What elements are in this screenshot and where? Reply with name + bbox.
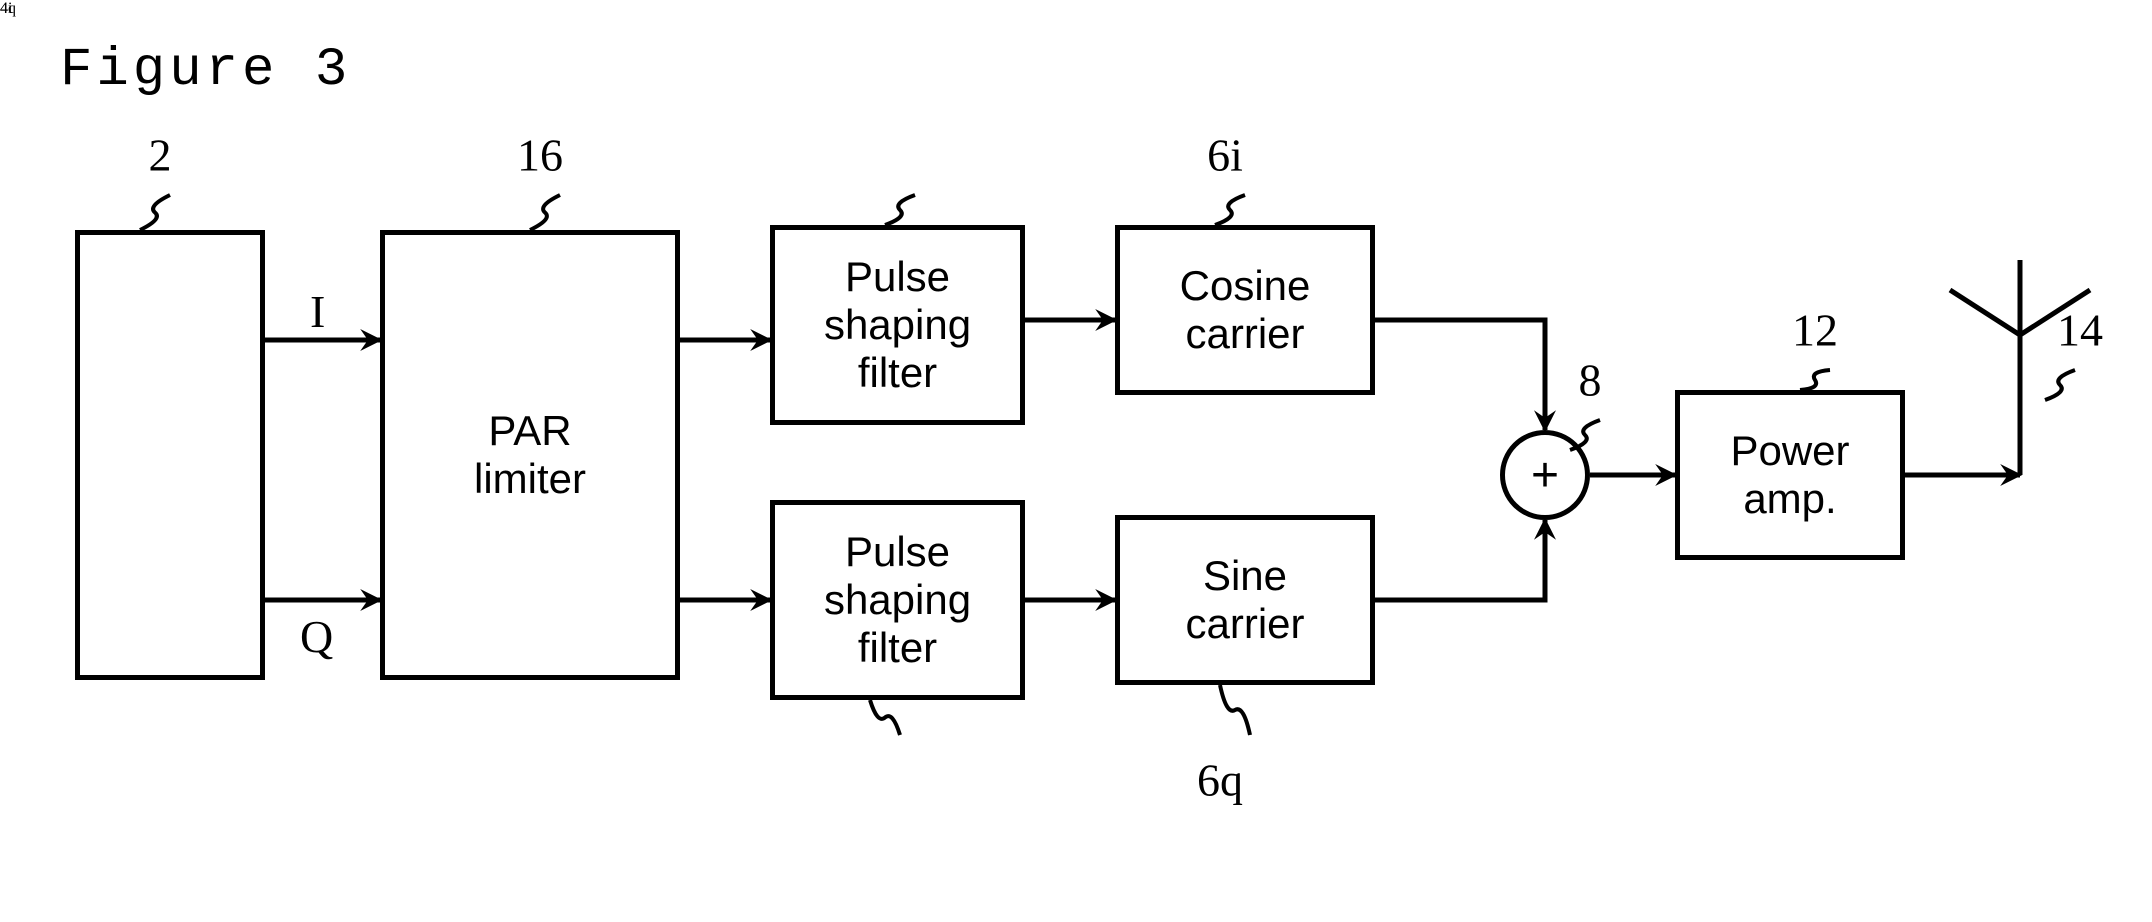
block-par-limiter: PARlimiter: [380, 230, 680, 680]
antenna-arm-left: [1950, 290, 2020, 335]
ref-psf-q: 4q: [0, 0, 16, 18]
block-psf-q-label: Pulseshapingfilter: [824, 528, 971, 673]
ref-source: 2: [149, 129, 172, 182]
block-summer-label: +: [1531, 448, 1559, 503]
label-I: I: [310, 285, 325, 338]
block-sin-label: Sinecarrier: [1185, 552, 1304, 649]
ref-leader-antenna: [2045, 370, 2075, 400]
edge-sin-sum: [1375, 520, 1545, 600]
block-power-amp: Poweramp.: [1675, 390, 1905, 560]
block-cosine-carrier: Cosinecarrier: [1115, 225, 1375, 395]
edge-cos-sum: [1375, 320, 1545, 430]
ref-par: 16: [517, 129, 563, 182]
block-source: [75, 230, 265, 680]
ref-pa: 12: [1792, 304, 1838, 357]
ref-sum: 8: [1579, 354, 1602, 407]
diagram-canvas: Figure 3 PARlimiter Pulseshapingfilter P…: [0, 0, 2152, 922]
ref-leader-psf_i: [885, 195, 915, 225]
ref-leader-sin: [1220, 685, 1250, 735]
figure-title: Figure 3: [60, 40, 351, 101]
ref-leader-source: [140, 195, 170, 230]
ref-antenna: 14: [2057, 304, 2103, 357]
ref-cos: 6i: [1207, 129, 1243, 182]
block-psf-i-label: Pulseshapingfilter: [824, 253, 971, 398]
ref-leader-par: [530, 195, 560, 230]
ref-leader-pa: [1800, 370, 1830, 390]
ref-leader-psf_q: [870, 700, 900, 735]
block-cos-label: Cosinecarrier: [1180, 262, 1311, 359]
block-summer: +: [1500, 430, 1590, 520]
ref-leader-cos: [1215, 195, 1245, 225]
ref-sin: 6q: [1197, 754, 1243, 807]
block-psf-q: Pulseshapingfilter: [770, 500, 1025, 700]
block-psf-i: Pulseshapingfilter: [770, 225, 1025, 425]
block-pa-label: Poweramp.: [1730, 427, 1849, 524]
block-sine-carrier: Sinecarrier: [1115, 515, 1375, 685]
label-Q: Q: [300, 610, 333, 663]
block-par-label: PARlimiter: [474, 407, 586, 504]
